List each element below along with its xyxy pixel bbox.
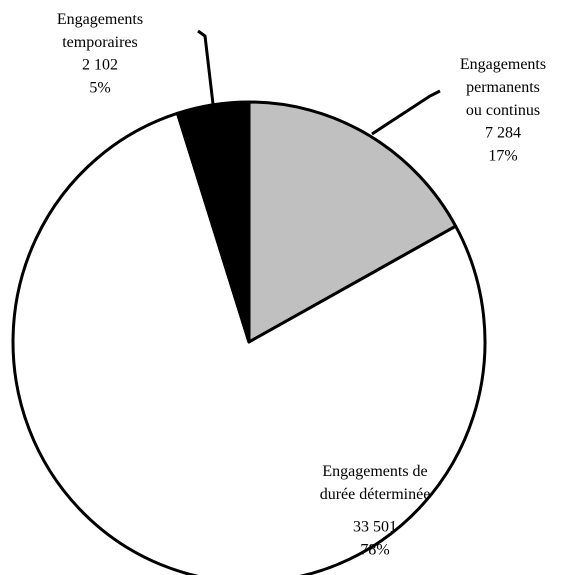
slice-label: Engagements de durée déterminée <box>320 463 431 503</box>
pie-slice <box>247 100 458 344</box>
leader-line <box>371 89 441 136</box>
pie-slice <box>175 100 251 344</box>
value-label: 7 284 <box>485 125 521 142</box>
percent-label: 17% <box>488 148 517 165</box>
value-label: 2 102 <box>82 57 118 74</box>
percent-label: 78% <box>360 542 389 559</box>
slice-label: Engagements temporaires <box>57 11 143 51</box>
leader-line <box>197 29 215 105</box>
pie-slice <box>11 111 487 575</box>
value-label: 33 501 <box>353 519 397 536</box>
slice-label: Engagements permanents ou continus <box>460 56 546 119</box>
leader-lines <box>197 29 441 136</box>
slices <box>11 100 487 575</box>
percent-label: 5% <box>89 80 110 97</box>
